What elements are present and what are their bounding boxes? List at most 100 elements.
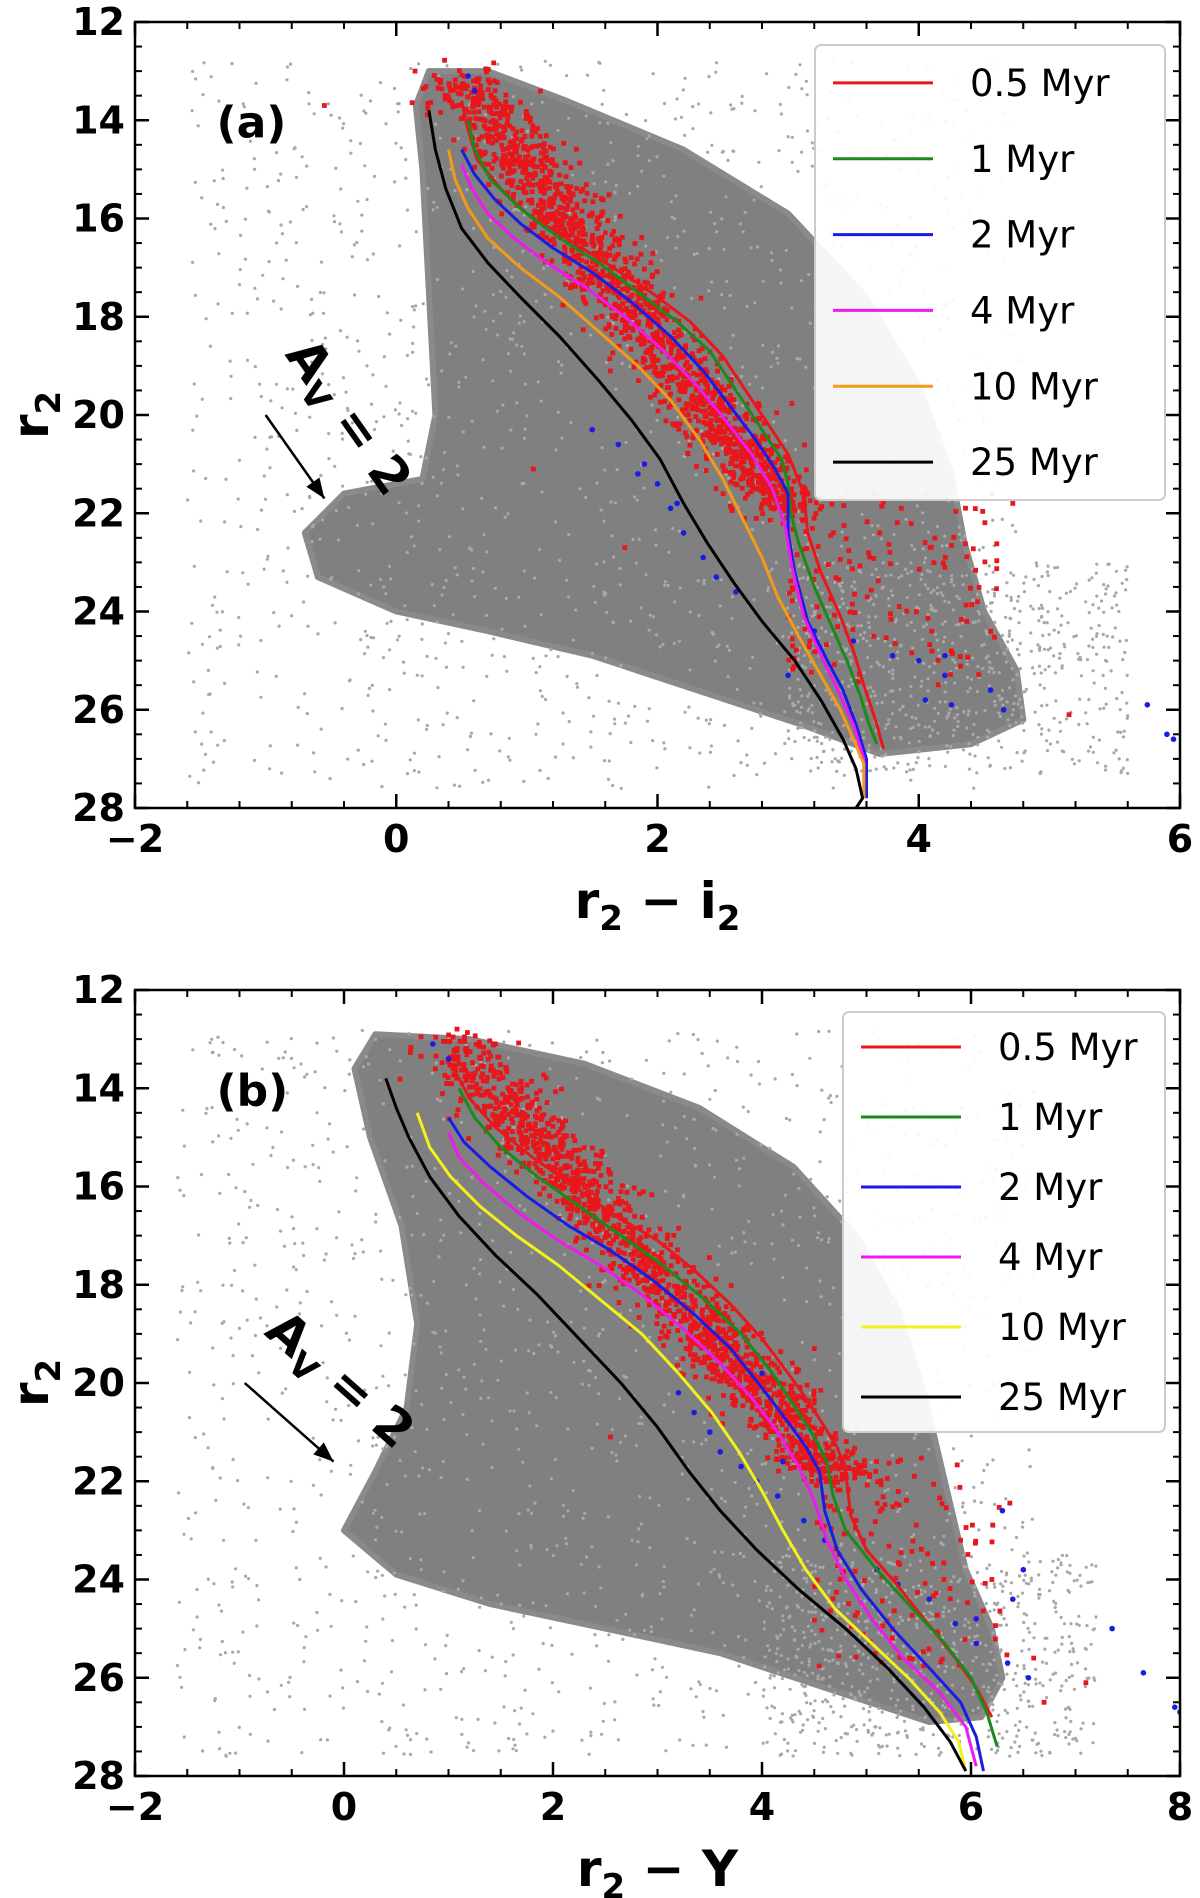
field-star xyxy=(776,1671,780,1675)
field-star xyxy=(277,624,281,628)
field-star xyxy=(835,769,839,774)
field-star xyxy=(1070,1674,1074,1678)
field-star xyxy=(503,515,507,519)
field-star xyxy=(774,1651,778,1656)
member-point xyxy=(467,116,473,122)
field-star xyxy=(499,289,503,294)
field-star xyxy=(861,636,866,641)
member-point xyxy=(574,201,580,207)
member-point xyxy=(994,566,1000,572)
field-star xyxy=(1055,1728,1059,1732)
member-point xyxy=(703,408,709,414)
field-star xyxy=(1076,652,1080,656)
member-point xyxy=(988,628,993,634)
field-star xyxy=(403,1605,407,1609)
member-point xyxy=(702,376,707,382)
field-star xyxy=(914,1595,918,1599)
member-point xyxy=(674,375,680,381)
member-point xyxy=(630,314,635,319)
field-star xyxy=(969,1434,973,1438)
member-point xyxy=(931,560,937,566)
field-star xyxy=(1068,1707,1072,1711)
field-star xyxy=(807,692,811,696)
field-star xyxy=(369,635,373,640)
member-point xyxy=(525,148,530,153)
field-star xyxy=(253,286,257,290)
member-point xyxy=(558,181,564,187)
field-star xyxy=(923,556,928,560)
field-star xyxy=(231,1457,235,1462)
field-star xyxy=(569,332,573,336)
field-star xyxy=(748,382,752,386)
field-star xyxy=(344,1331,348,1335)
field-star xyxy=(903,1555,907,1559)
member-point xyxy=(883,635,889,640)
field-star xyxy=(937,1753,941,1757)
field-star xyxy=(324,1252,328,1256)
field-star xyxy=(905,623,909,627)
member-point xyxy=(450,104,456,110)
field-star xyxy=(216,302,220,306)
field-star xyxy=(465,188,469,192)
field-star xyxy=(525,129,530,133)
field-star xyxy=(556,128,560,133)
member-point xyxy=(638,251,644,257)
field-star xyxy=(1017,1744,1022,1748)
y-tick-label: 12 xyxy=(72,0,125,44)
field-star xyxy=(1084,600,1088,604)
field-star xyxy=(1090,576,1094,580)
field-star xyxy=(917,739,921,744)
member-point xyxy=(761,420,767,426)
member-point xyxy=(753,434,758,440)
member-point xyxy=(975,599,980,605)
field-star xyxy=(975,592,979,597)
field-star xyxy=(349,1463,353,1467)
member-point xyxy=(745,471,750,477)
field-star xyxy=(470,579,474,583)
field-star xyxy=(822,749,826,753)
field-star xyxy=(584,495,588,499)
field-star xyxy=(441,467,446,471)
member-point xyxy=(510,142,515,148)
field-star xyxy=(797,1709,801,1713)
field-star xyxy=(1079,674,1083,678)
member-point xyxy=(591,251,597,256)
member-point xyxy=(807,639,813,644)
field-star xyxy=(1060,749,1064,753)
field-star xyxy=(388,648,392,652)
field-star xyxy=(933,706,937,710)
field-star xyxy=(921,661,926,665)
field-star xyxy=(1097,606,1101,610)
field-star xyxy=(484,613,489,618)
member-point xyxy=(731,404,736,409)
member-point xyxy=(615,277,621,283)
member-point xyxy=(596,222,602,227)
field-star xyxy=(485,550,489,554)
member-point xyxy=(682,362,688,368)
field-star xyxy=(417,504,421,508)
field-star xyxy=(707,247,711,251)
field-star xyxy=(892,533,896,537)
member-point xyxy=(762,500,768,506)
member-point xyxy=(509,169,515,174)
field-star xyxy=(709,718,713,722)
field-star xyxy=(1124,588,1128,592)
field-star xyxy=(956,1580,960,1584)
field-star xyxy=(884,1595,888,1599)
field-star xyxy=(788,694,792,698)
field-star xyxy=(869,665,873,669)
field-star xyxy=(745,763,749,767)
field-star xyxy=(584,114,588,118)
field-star xyxy=(1022,1690,1026,1694)
field-star xyxy=(654,543,658,548)
field-star xyxy=(683,133,687,137)
member-point xyxy=(764,448,770,453)
field-star xyxy=(412,544,416,548)
member-point xyxy=(758,461,763,467)
member-point xyxy=(451,137,457,143)
field-star xyxy=(404,158,408,162)
field-star xyxy=(406,417,410,421)
field-star xyxy=(1125,578,1129,582)
field-star xyxy=(405,772,410,776)
field-star xyxy=(929,1584,933,1589)
